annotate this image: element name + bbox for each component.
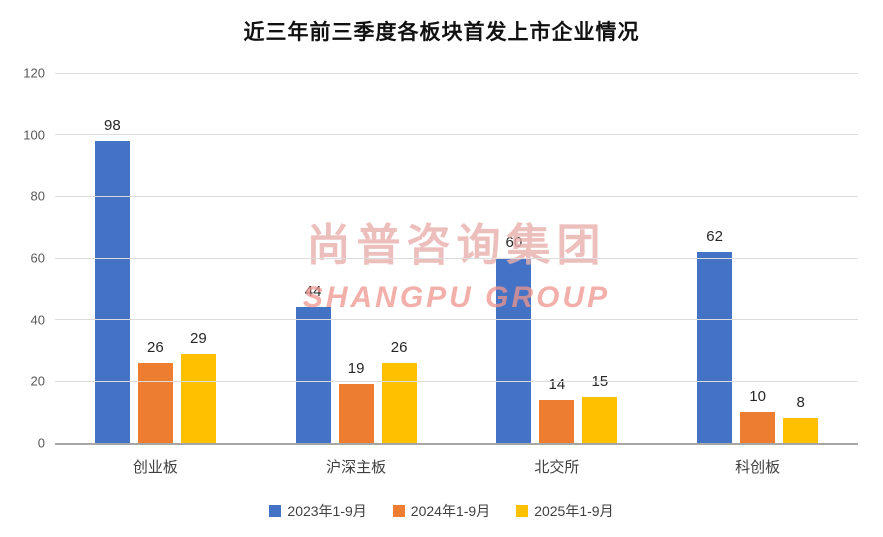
bar: 15 [582, 373, 618, 443]
bar: 98 [94, 117, 130, 443]
bar-value-label: 26 [390, 338, 408, 356]
legend-label: 2024年1-9月 [410, 503, 491, 519]
category-label: 科创板 [735, 459, 781, 476]
bar-group: 60 14 15 北交所 [496, 73, 618, 476]
bar-value-label: 60 [505, 234, 523, 251]
legend-item: 2024年1-9月 [392, 501, 491, 521]
legend-item: 2023年1-9月 [269, 501, 367, 521]
gridline [55, 257, 858, 259]
legend-item: 2025年1-9月 [516, 501, 614, 521]
bar: 19 [338, 360, 374, 443]
bar-value-label: 10 [749, 388, 766, 406]
bar-group: 44 19 26 沪深主板 [295, 73, 417, 476]
bar-group: 98 26 29 创业板 [94, 73, 216, 476]
y-axis-tick-label: 100 [23, 127, 45, 143]
bar: 62 [697, 228, 733, 443]
legend-swatch [392, 505, 405, 517]
bar-value-label: 8 [796, 394, 805, 412]
bar-value-label: 29 [190, 329, 207, 347]
y-axis-tick-label: 20 [30, 373, 45, 389]
legend: 2023年1-9月 2024年1-9月 2025年1-9月 [0, 501, 883, 521]
bar-value-label: 26 [147, 338, 164, 356]
plot-area: 98 26 29 创业板 44 19 26 沪深主板 60 14 15 北交所 62 10 8 科创板 尚普咨… [23, 66, 858, 476]
bar-value-label: 98 [104, 116, 121, 134]
legend-swatch [516, 505, 529, 517]
y-axis-tick-label: 0 [37, 435, 45, 451]
bar-group: 62 10 8 科创板 [697, 73, 819, 476]
bar-value-label: 19 [347, 360, 365, 378]
y-axis-tick-label: 60 [30, 250, 45, 266]
gridline [55, 72, 858, 74]
bar: 29 [180, 330, 216, 443]
category-label: 创业板 [132, 459, 178, 476]
legend-swatch [269, 505, 282, 517]
chart-title: 近三年前三季度各板块首发上市企业情况 [243, 21, 640, 44]
legend-label: 2023年1-9月 [287, 503, 367, 519]
y-axis-tick-label: 40 [30, 312, 45, 328]
gridline [55, 195, 858, 197]
bar-value-label: 44 [304, 283, 322, 301]
category-label: 北交所 [534, 459, 580, 476]
bar: 8 [783, 394, 819, 443]
gridline [55, 380, 858, 382]
bar: 14 [539, 376, 575, 443]
gridline [55, 319, 858, 321]
y-axis-tick-label: 120 [23, 65, 45, 81]
bar: 60 [496, 234, 532, 443]
bar: 44 [295, 283, 331, 443]
bar-value-label: 14 [548, 375, 566, 393]
bar: 26 [381, 339, 417, 443]
bar: 10 [740, 388, 776, 443]
y-axis-tick-label: 80 [30, 188, 45, 204]
legend-label: 2025年1-9月 [534, 503, 614, 519]
category-label: 沪深主板 [326, 459, 387, 476]
bar-value-label: 62 [706, 227, 723, 245]
bar: 26 [137, 339, 173, 443]
gridline [55, 134, 858, 136]
bar-groups: 98 26 29 创业板 44 19 26 沪深主板 60 14 15 北交所 62 10 8 科创板 [55, 73, 858, 476]
